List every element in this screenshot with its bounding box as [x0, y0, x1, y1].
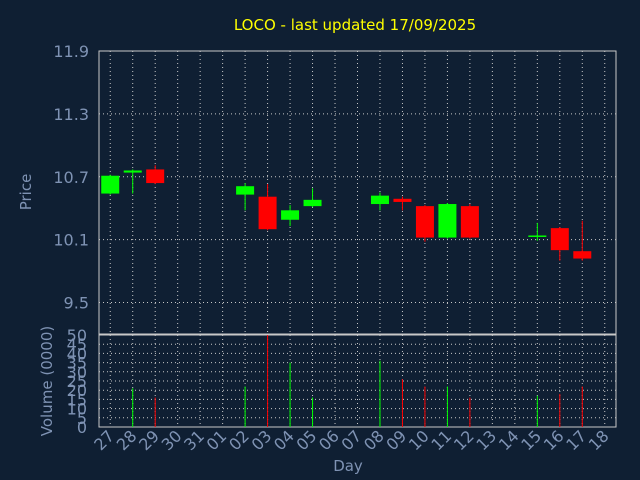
volume-tick-label: 40 [67, 344, 87, 363]
volume-tick-label: 45 [67, 335, 87, 354]
candle-body-10 [415, 206, 434, 238]
candle-body-02 [236, 186, 255, 195]
price-tick-label: 10.7 [53, 168, 89, 187]
candle-body-27 [101, 175, 120, 194]
price-tick-label: 9.5 [64, 294, 89, 313]
price-tick-label: 11.9 [53, 42, 89, 61]
candle-body-11 [438, 204, 457, 238]
price-axis-label: Price [17, 174, 35, 211]
candle-body-09 [393, 198, 412, 202]
volume-tick-label: 20 [67, 381, 87, 400]
candle-body-28 [123, 170, 142, 173]
candle-body-08 [370, 195, 389, 205]
volume-tick-label: 35 [67, 354, 87, 373]
volume-tick-label: 0 [77, 418, 87, 437]
volume-tick-label: 5 [77, 409, 87, 428]
volume-panel: 0510152025303540455027282930310102030405… [67, 326, 617, 454]
candle-body-05 [303, 199, 322, 207]
volume-tick-label: 25 [67, 372, 87, 391]
volume-axis-label: Volume (0000) [38, 326, 56, 436]
candle-body-17 [573, 251, 592, 259]
candle-body-15 [528, 235, 547, 237]
price-tick-label: 11.3 [53, 105, 89, 124]
candle-body-03 [258, 196, 277, 230]
price-panel: 11.9 11.3 10.7 10.1 9.5 [53, 42, 617, 335]
candle-body-12 [460, 206, 479, 238]
candle-body-16 [550, 228, 569, 251]
price-tick-label: 10.1 [53, 231, 89, 250]
volume-tick-label: 15 [67, 390, 87, 409]
candle-body-04 [281, 210, 300, 220]
volume-tick-label: 50 [67, 326, 87, 345]
volume-tick-label: 10 [67, 400, 87, 419]
x-tick-label: 18 [585, 426, 613, 454]
candle-body-29 [146, 169, 165, 184]
chart-title: LOCO - last updated 17/09/2025 [234, 16, 476, 34]
x-axis-label: Day [333, 457, 363, 475]
volume-plot-frame [98, 334, 617, 428]
volume-tick-label: 30 [67, 363, 87, 382]
